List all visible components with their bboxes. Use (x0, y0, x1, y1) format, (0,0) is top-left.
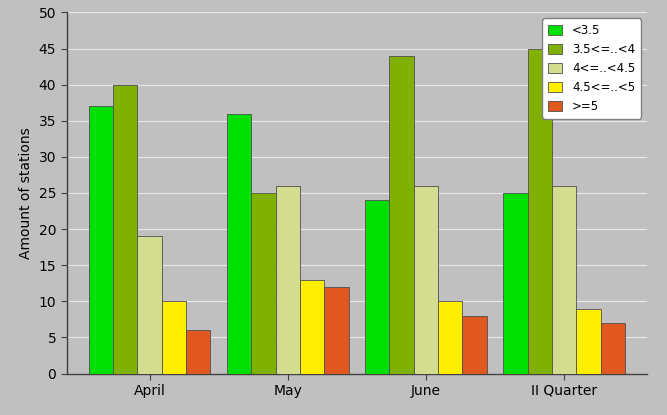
Bar (462, 316, 487, 374)
Bar (275, 186, 300, 374)
Bar (186, 330, 210, 374)
Bar (227, 114, 251, 374)
Y-axis label: Amount of stations: Amount of stations (19, 127, 33, 259)
Bar (365, 200, 390, 374)
Legend: <3.5, 3.5<=..<4, 4<=..<4.5, 4.5<=..<5, >=5: <3.5, 3.5<=..<4, 4<=..<4.5, 4.5<=..<5, >… (542, 18, 641, 119)
Bar (162, 301, 186, 374)
Bar (552, 186, 576, 374)
Bar (137, 236, 162, 374)
Bar (251, 193, 275, 374)
Bar (576, 308, 600, 374)
Bar (438, 301, 462, 374)
Bar (390, 56, 414, 374)
Bar (528, 49, 552, 374)
Bar (324, 287, 349, 374)
Bar (504, 193, 528, 374)
Bar (414, 186, 438, 374)
Bar (89, 106, 113, 374)
Bar (600, 323, 625, 374)
Bar (300, 280, 324, 374)
Bar (113, 85, 137, 374)
